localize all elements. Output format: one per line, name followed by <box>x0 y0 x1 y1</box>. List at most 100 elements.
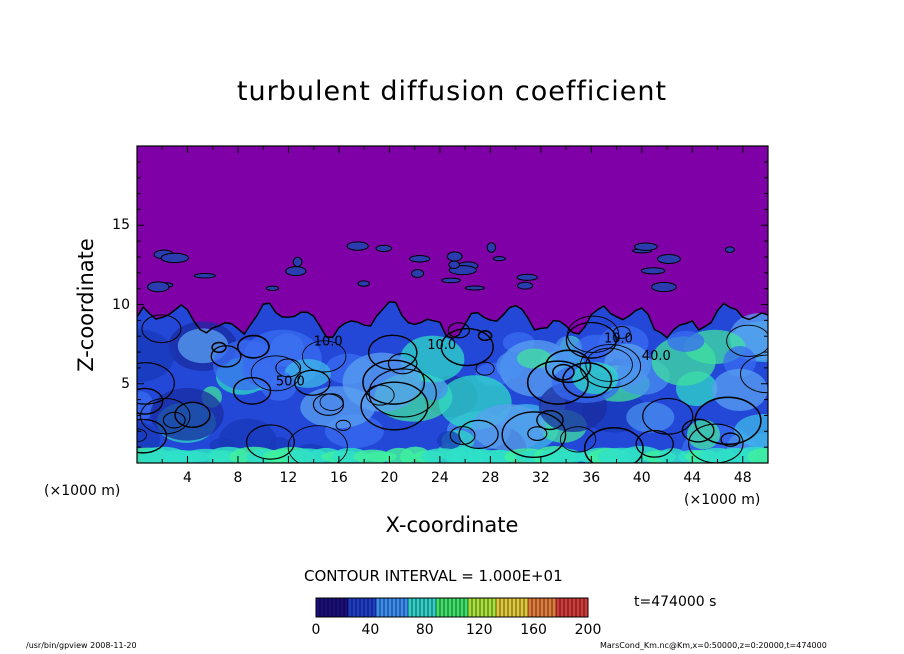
colorbar-swatch <box>424 598 429 617</box>
upper-wisp <box>633 242 658 251</box>
colorbar-swatch <box>436 598 441 617</box>
x-tick-label: 12 <box>279 470 298 486</box>
colorbar-swatch <box>532 598 537 617</box>
contour-line <box>362 359 426 405</box>
colorbar-swatch <box>480 598 485 617</box>
x-tick-label: 24 <box>430 470 449 486</box>
colorbar-swatch <box>344 598 349 617</box>
colorbar-swatch <box>400 598 405 617</box>
colorbar-swatch <box>552 598 557 617</box>
colorbar-swatch <box>576 598 581 617</box>
colorbar-swatch <box>324 598 329 617</box>
colorbar-swatch <box>336 598 341 617</box>
colorbar-swatch <box>540 598 545 617</box>
field-patch <box>419 376 448 401</box>
contour-line <box>562 362 613 399</box>
x-tick-label: 20 <box>380 470 399 486</box>
colorbar <box>315 597 589 618</box>
colorbar-swatch <box>580 598 585 617</box>
colorbar-swatch <box>544 598 549 617</box>
colorbar-tick-label: 80 <box>415 622 434 638</box>
colorbar-swatch <box>388 598 393 617</box>
contour-line <box>527 426 548 441</box>
field-patch <box>471 404 546 451</box>
upper-wisp <box>193 272 216 279</box>
colorbar-swatch <box>376 598 381 617</box>
colorbar-swatch <box>428 598 433 617</box>
upper-wisp <box>160 252 189 264</box>
contour-line <box>137 418 168 454</box>
upper-wisp <box>651 281 677 293</box>
colorbar-swatch <box>484 598 489 617</box>
contour-value-label: 10.0 <box>314 335 343 350</box>
contour-line <box>287 425 348 463</box>
contour-line <box>211 341 227 354</box>
colorbar-swatch <box>556 598 561 617</box>
upper-wisp <box>292 256 303 268</box>
contour-line <box>335 419 351 431</box>
contour-line <box>447 322 471 339</box>
colorbar-swatch <box>328 598 333 617</box>
footer-program-date: /usr/bin/gpview 2008-11-20 <box>26 641 137 650</box>
contour-line <box>526 360 589 405</box>
upper-wisp <box>147 281 170 293</box>
upper-wisp <box>640 267 666 275</box>
contour-lines <box>137 241 768 463</box>
x-tick-label: 4 <box>183 470 192 486</box>
field-patch <box>436 431 462 451</box>
contour-line <box>174 401 211 428</box>
contour-line <box>740 354 768 394</box>
contour-line <box>387 352 418 375</box>
colorbar-swatch <box>572 598 577 617</box>
upper-wisp <box>486 242 497 253</box>
contour-line <box>536 410 564 431</box>
contour-line <box>236 334 270 359</box>
upper-wisp <box>285 266 307 277</box>
contour-line <box>579 344 642 389</box>
colorbar-swatch <box>500 598 505 617</box>
contour-line <box>301 340 347 373</box>
colorbar-tick-label: 160 <box>520 622 547 638</box>
colorbar-swatch <box>492 598 497 617</box>
colorbar-swatch <box>444 598 449 617</box>
colorbar-swatch <box>508 598 513 617</box>
colorbar-swatch <box>560 598 565 617</box>
field-patch <box>626 401 675 433</box>
colorbar-swatch <box>396 598 401 617</box>
contour-line <box>544 349 592 384</box>
colorbar-swatch <box>464 598 469 617</box>
contour-interval-label: CONTOUR INTERVAL = 1.000E+01 <box>304 567 563 585</box>
contour-line <box>365 384 395 406</box>
upper-wisp <box>724 246 735 254</box>
colorbar-swatch <box>468 598 473 617</box>
colorbar-swatch <box>460 598 465 617</box>
field-patch <box>150 388 224 441</box>
contour-line <box>250 355 301 392</box>
colorbar-swatch <box>416 598 421 617</box>
contour-boundary <box>137 301 768 340</box>
upper-wisp <box>265 285 280 291</box>
colorbar-swatch <box>384 598 389 617</box>
contour-line <box>440 327 494 367</box>
y-tick-label: 5 <box>121 375 130 392</box>
colorbar-swatch <box>472 598 477 617</box>
contour-line <box>635 429 674 458</box>
colorbar-swatch <box>528 598 533 617</box>
contour-line <box>319 393 344 411</box>
x-tick-label: 16 <box>329 470 348 486</box>
contour-line <box>449 426 476 445</box>
x-tick-label: 36 <box>582 470 601 486</box>
contour-line <box>726 324 768 357</box>
contour-line <box>477 330 493 342</box>
colorbar-swatch <box>520 598 525 617</box>
colorbar-swatch <box>420 598 425 617</box>
time-label: t=474000 s <box>634 594 717 610</box>
contour-value-label: 10.0 <box>604 332 633 347</box>
colorbar-swatch <box>356 598 361 617</box>
field-patch <box>213 340 279 391</box>
colorbar-swatch <box>452 598 457 617</box>
contour-line <box>694 396 762 446</box>
y-axis-label: Z-coordinate <box>74 238 98 372</box>
colorbar-swatch <box>316 598 321 617</box>
